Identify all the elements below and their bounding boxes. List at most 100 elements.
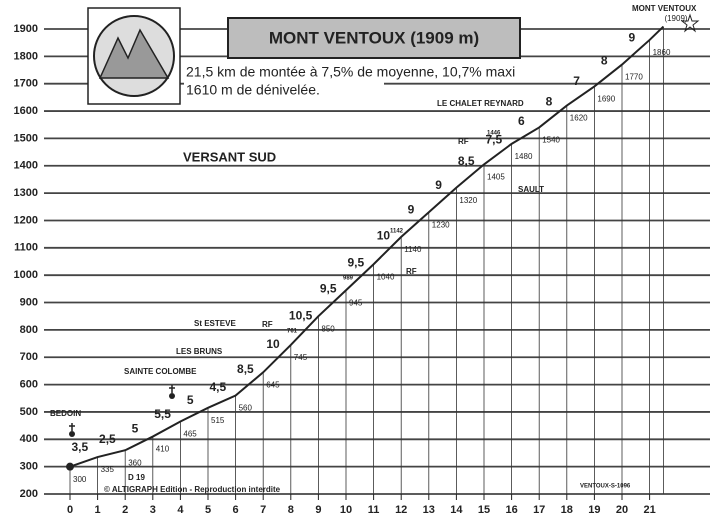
y-tick-label: 600 (20, 378, 38, 390)
gradient-label: 10 (377, 229, 391, 243)
gradient-label: 8,5 (458, 154, 475, 168)
y-tick-label: 1800 (14, 50, 38, 62)
x-tick-label: 6 (233, 504, 239, 516)
y-tick-label: 700 (20, 351, 38, 363)
x-tick-label: 3 (150, 504, 156, 516)
chart-title: MONT VENTOUX (1909 m) (269, 28, 479, 47)
gradient-label: 9,5 (347, 255, 364, 269)
x-tick-label: 20 (616, 504, 628, 516)
value-label: 300 (73, 475, 87, 484)
value-label: 465 (183, 430, 197, 439)
value-label: 645 (266, 380, 280, 389)
summit-label: (1909) (664, 14, 687, 23)
gradient-label: 2,5 (99, 432, 116, 446)
gradient-label: 10 (266, 337, 280, 351)
x-tick-label: 1 (95, 504, 101, 516)
logo-mountain (98, 28, 170, 79)
x-tick-label: 17 (533, 504, 545, 516)
x-tick-label: 2 (122, 504, 128, 516)
x-tick-label: 13 (423, 504, 435, 516)
y-tick-label: 1900 (14, 23, 38, 35)
subtitle-bg (184, 62, 384, 102)
value-label: 1690 (597, 95, 615, 104)
plot: 300 335 360 410 465 515 560 645 745 850 945 1040 114… (66, 14, 688, 494)
annotation: SAULT (518, 185, 544, 194)
profile-line (69, 25, 665, 468)
gradient-label: 8,5 (237, 362, 254, 376)
annotation: MONT VENTOUX (632, 4, 697, 13)
annotation: RF (262, 320, 273, 329)
y-tick-label: 900 (20, 296, 38, 308)
x-tick-label: 5 (205, 504, 211, 516)
subtitle: 21,5 km de montée à 7,5% de moyenne, 10,… (186, 64, 515, 80)
annotation: 1142 (390, 229, 404, 235)
value-label: 1140 (404, 245, 422, 254)
y-tick-label: 1700 (14, 78, 38, 90)
gradient-label: 9 (435, 178, 442, 192)
value-label: 410 (156, 445, 170, 454)
church-icon (69, 423, 75, 431)
value-label: 1620 (570, 114, 588, 123)
x-tick-label: 12 (395, 504, 407, 516)
church-icon (169, 385, 175, 393)
value-label: 945 (349, 298, 363, 307)
x-tick-label: 7 (260, 504, 266, 516)
y-tick-label: 1300 (14, 187, 38, 199)
x-tick-label: 9 (315, 504, 321, 516)
value-label: 1405 (487, 173, 505, 182)
annotation: 761 (287, 329, 298, 335)
value-label: 360 (128, 458, 142, 467)
x-tick-label: 21 (643, 504, 655, 516)
value-label: 745 (294, 353, 308, 362)
gradient-label: 10,5 (289, 309, 313, 323)
y-tick-label: 400 (20, 433, 38, 445)
gradient-label: 6 (518, 114, 525, 128)
y-tick-label: 500 (20, 406, 38, 418)
y-tick-label: 1400 (14, 160, 38, 172)
gradient-label: 9 (628, 30, 635, 44)
annotation: D 19 (128, 473, 145, 482)
subtitle: 1610 m de dénivelée. (186, 82, 320, 98)
gradient-label: 4,5 (209, 380, 226, 394)
x-tick-label: 4 (177, 504, 184, 516)
annotation: © ALTIGRAPH Edition - Reproduction inter… (104, 485, 281, 494)
value-label: 1480 (515, 152, 533, 161)
x-tick-label: 15 (478, 504, 490, 516)
gradient-label: 8 (601, 54, 608, 68)
church-icon (69, 431, 75, 437)
y-tick-label: 200 (20, 488, 38, 500)
y-tick-label: 300 (20, 461, 38, 473)
gradient-label: 5 (187, 393, 194, 407)
gradient-label: 8 (546, 95, 553, 109)
x-tick-label: 16 (505, 504, 517, 516)
annotation: SAINTE COLOMBE (124, 367, 197, 376)
y-tick-label: 800 (20, 324, 38, 336)
value-label: 1320 (459, 196, 477, 205)
x-tick-label: 19 (588, 504, 600, 516)
y-tick-label: 1500 (14, 132, 38, 144)
start-point (66, 462, 74, 471)
value-label: 560 (239, 404, 253, 413)
gradient-label: 7,5 (485, 132, 502, 146)
gradient-label: 7 (573, 74, 580, 88)
gradient-label: 9 (408, 203, 415, 217)
annotation: St ESTEVE (194, 319, 236, 328)
y-tick-label: 1100 (14, 242, 38, 254)
gradient-label: 3,5 (71, 440, 88, 454)
annotation: VENTOUX-S-1096 (580, 484, 631, 490)
value-label: 1230 (432, 220, 450, 229)
x-tick-label: 10 (340, 504, 352, 516)
annotation: RF (458, 137, 469, 146)
x-tick-label: 0 (67, 504, 73, 516)
title-box (227, 17, 521, 59)
annotation: 1446 (487, 131, 501, 137)
y-tick-label: 1000 (14, 269, 38, 281)
annotation: BEDOIN (50, 409, 81, 418)
church-icon (169, 393, 175, 399)
value-label: 1040 (377, 272, 395, 281)
x-tick-label: 18 (561, 504, 573, 516)
value-label: 1540 (542, 136, 560, 145)
y-tick-label: 1600 (14, 105, 38, 117)
annotation: RF (406, 267, 417, 276)
